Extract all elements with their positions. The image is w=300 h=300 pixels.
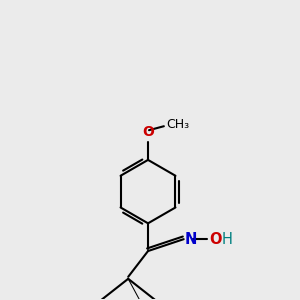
- Text: N: N: [185, 232, 197, 247]
- Text: CH₃: CH₃: [166, 118, 189, 131]
- Text: H: H: [221, 232, 232, 247]
- Text: O: O: [209, 232, 222, 247]
- Text: O: O: [142, 125, 154, 139]
